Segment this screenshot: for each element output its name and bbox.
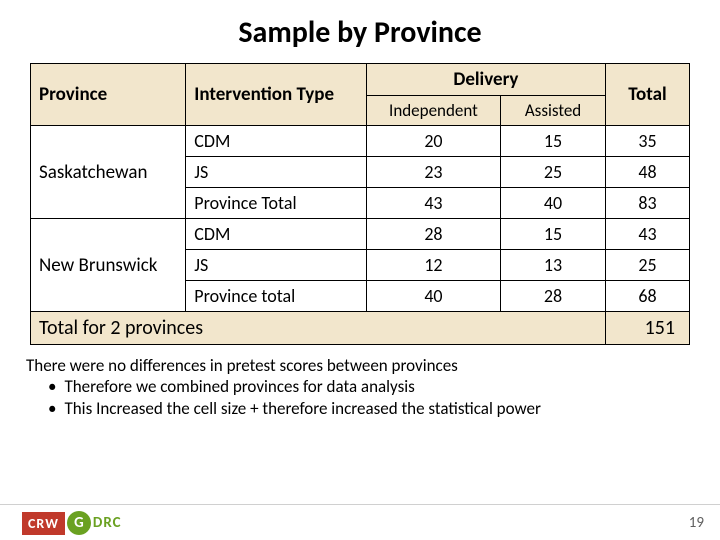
value-independent: 43 [366, 188, 500, 219]
province-name: New Brunswick [31, 219, 186, 312]
intervention-type: JS [186, 250, 366, 281]
value-assisted: 28 [501, 281, 606, 312]
intervention-type: JS [186, 157, 366, 188]
notes-block: There were no differences in pretest sco… [26, 355, 694, 419]
intervention-type: Province Total [186, 188, 366, 219]
value-total: 35 [606, 126, 690, 157]
table-row: New Brunswick CDM 28 15 43 [31, 219, 690, 250]
col-total: Total [606, 64, 690, 126]
footer-bar: CRW G DRC 19 [0, 504, 720, 540]
value-independent: 23 [366, 157, 500, 188]
value-assisted: 40 [501, 188, 606, 219]
col-intervention: Intervention Type [186, 64, 366, 126]
value-independent: 40 [366, 281, 500, 312]
notes-bullet: This Increased the cell size + therefore… [48, 398, 694, 419]
value-independent: 20 [366, 126, 500, 157]
value-independent: 28 [366, 219, 500, 250]
province-name: Saskatchewan [31, 126, 186, 219]
value-independent: 12 [366, 250, 500, 281]
logo-mid: G [67, 511, 91, 535]
grand-total-label: Total for 2 provinces [31, 312, 606, 345]
value-total: 48 [606, 157, 690, 188]
col-independent: Independent [366, 96, 500, 126]
value-total: 68 [606, 281, 690, 312]
value-total: 25 [606, 250, 690, 281]
intervention-type: Province total [186, 281, 366, 312]
notes-lead: There were no differences in pretest sco… [26, 355, 694, 376]
slide-title: Sample by Province [0, 0, 720, 63]
table-row: Saskatchewan CDM 20 15 35 [31, 126, 690, 157]
value-assisted: 15 [501, 219, 606, 250]
logo-left: CRW [22, 512, 65, 535]
notes-bullet: Therefore we combined provinces for data… [48, 376, 694, 397]
col-delivery: Delivery [366, 64, 605, 96]
logo: CRW G DRC [22, 509, 122, 537]
sample-table: Province Intervention Type Delivery Tota… [30, 63, 690, 345]
value-assisted: 15 [501, 126, 606, 157]
grand-total-value: 151 [606, 312, 690, 345]
intervention-type: CDM [186, 219, 366, 250]
page-number: 19 [689, 514, 704, 532]
grand-total-row: Total for 2 provinces 151 [31, 312, 690, 345]
value-assisted: 25 [501, 157, 606, 188]
col-province: Province [31, 64, 186, 126]
value-total: 83 [606, 188, 690, 219]
col-assisted: Assisted [501, 96, 606, 126]
logo-right: DRC [93, 514, 122, 532]
intervention-type: CDM [186, 126, 366, 157]
value-total: 43 [606, 219, 690, 250]
value-assisted: 13 [501, 250, 606, 281]
